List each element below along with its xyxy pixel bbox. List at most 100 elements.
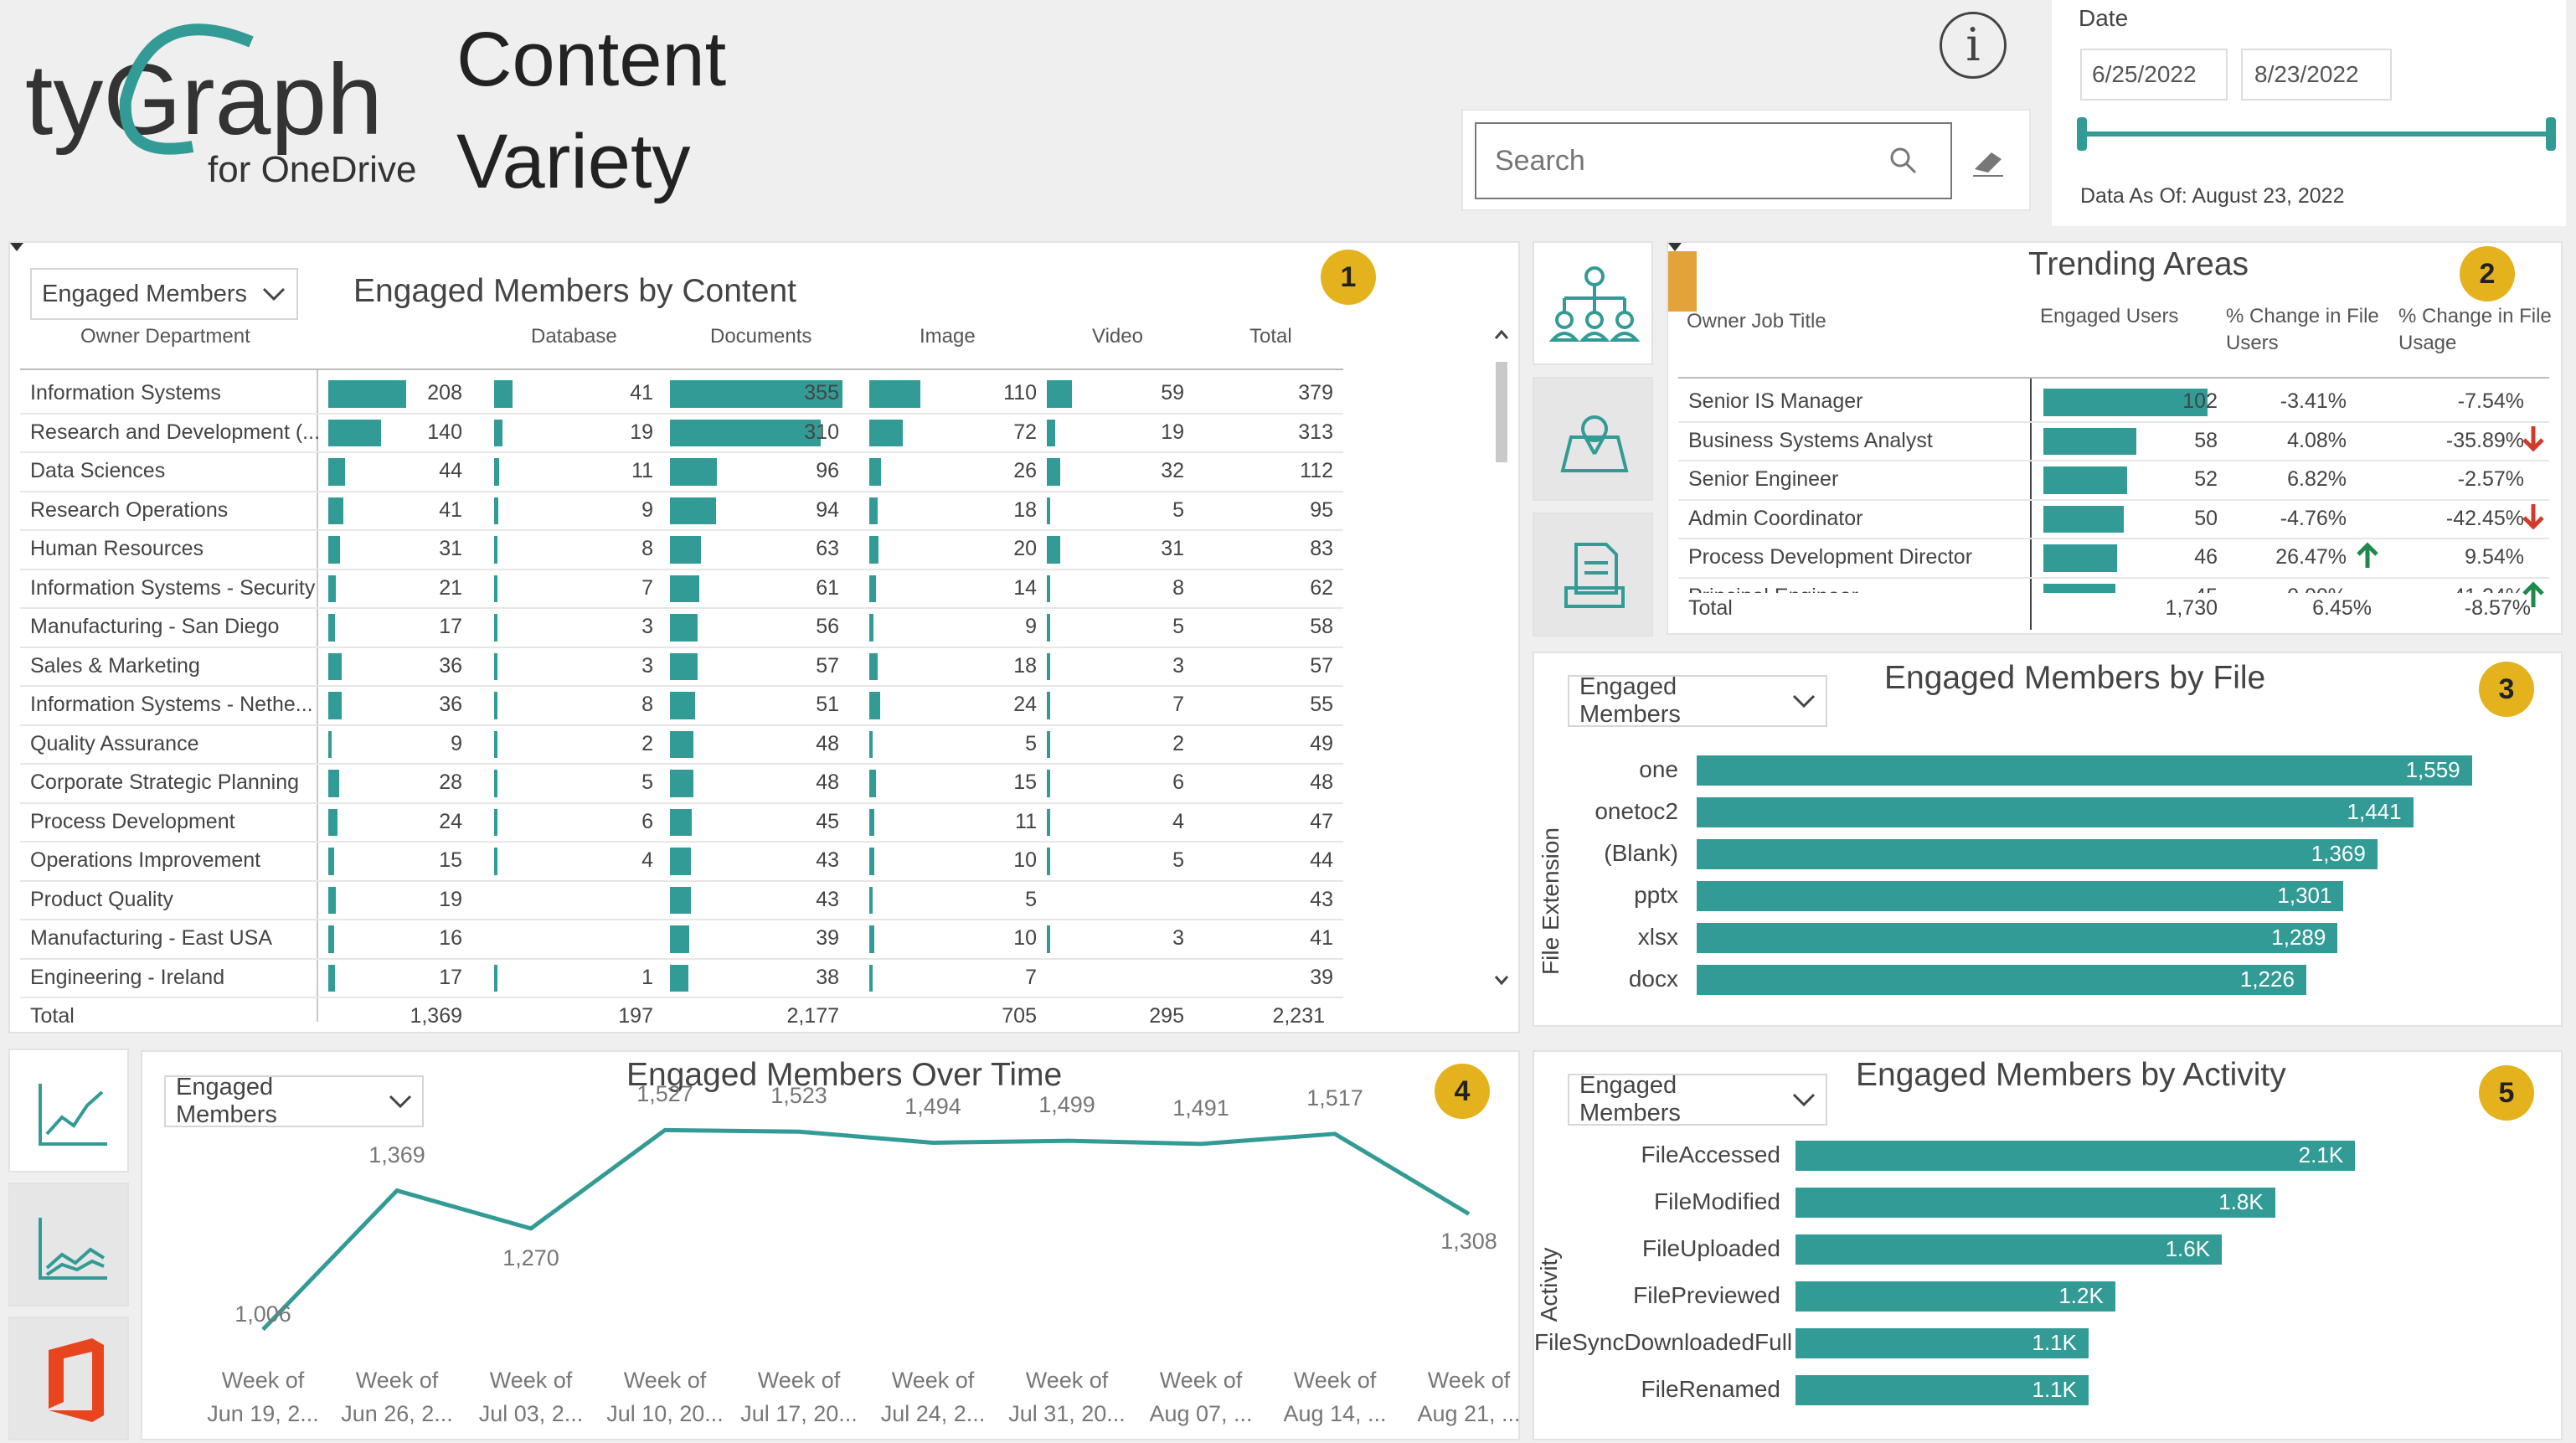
matrix-col-header[interactable]: Owner Department — [80, 325, 250, 348]
matrix-row-label[interactable]: Information Systems — [30, 381, 221, 405]
matrix-cell-value[interactable]: 7 — [641, 575, 653, 600]
matrix-col-header[interactable]: Image — [920, 325, 976, 348]
matrix-bar[interactable] — [494, 808, 497, 836]
matrix-cell-value[interactable]: 28 — [439, 770, 462, 794]
matrix-cell-value[interactable]: 31 — [1161, 537, 1184, 560]
matrix-bar[interactable] — [869, 614, 873, 642]
date-start-field[interactable]: 6/25/2022 — [2080, 49, 2228, 100]
matrix-row-total[interactable]: 41 — [1310, 926, 1333, 950]
line-point-label[interactable]: 1,494 — [904, 1094, 961, 1120]
matrix-cell-value[interactable]: 19 — [630, 420, 653, 444]
matrix-bar[interactable] — [1047, 652, 1050, 680]
matrix-row-label[interactable]: Sales & Marketing — [30, 653, 200, 678]
eraser-icon[interactable] — [1970, 144, 2007, 181]
bar-category-label[interactable]: xlsx — [1637, 924, 1678, 950]
matrix-cell-value[interactable]: 20 — [1013, 537, 1037, 560]
matrix-row-total[interactable]: 49 — [1310, 731, 1333, 755]
trending-file-users[interactable]: -4.76% — [2280, 506, 2347, 530]
trending-file-users[interactable]: -3.41% — [2280, 389, 2347, 413]
matrix-row-label[interactable]: Research and Development (... — [30, 420, 321, 444]
matrix-bar[interactable] — [670, 848, 691, 875]
trending-file-usage[interactable]: -2.57% — [2457, 467, 2524, 491]
matrix-cell-value[interactable]: 38 — [816, 965, 839, 989]
matrix-cell-value[interactable]: 48 — [816, 770, 839, 794]
matrix-cell-value[interactable]: 310 — [804, 420, 839, 444]
search-box[interactable] — [1475, 122, 1952, 199]
matrix-cell-value[interactable]: 41 — [630, 381, 653, 405]
matrix-bar[interactable] — [328, 848, 334, 875]
matrix-bar[interactable] — [328, 380, 407, 408]
matrix-row-total[interactable]: 62 — [1310, 575, 1333, 600]
matrix-cell-value[interactable]: 39 — [816, 926, 839, 950]
matrix-bar[interactable] — [1047, 730, 1050, 758]
matrix-cell-value[interactable]: 3 — [1172, 926, 1184, 950]
matrix-cell-value[interactable]: 61 — [816, 575, 839, 600]
date-slider-handle-start[interactable] — [2077, 117, 2087, 151]
trending-users[interactable]: 102 — [2182, 389, 2218, 413]
info-icon[interactable]: i — [1940, 12, 2007, 79]
matrix-bar[interactable] — [670, 770, 693, 797]
matrix-row-label[interactable]: Information Systems - Security — [30, 575, 316, 600]
matrix-bar[interactable] — [1047, 614, 1050, 642]
matrix-row-total[interactable]: 83 — [1310, 537, 1333, 560]
matrix-cell-value[interactable]: 5 — [1025, 731, 1037, 755]
matrix-cell-value[interactable]: 44 — [439, 459, 462, 482]
matrix-bar[interactable] — [328, 614, 335, 642]
matrix-bar[interactable] — [328, 652, 343, 680]
bar-docx[interactable] — [1697, 965, 2306, 995]
matrix-cell-value[interactable]: 18 — [1013, 653, 1037, 678]
bar-category-label[interactable]: onetoc2 — [1595, 798, 1678, 824]
bar-one[interactable] — [1697, 755, 2472, 786]
matrix-row-total[interactable]: 313 — [1298, 420, 1333, 444]
matrix-bar[interactable] — [869, 692, 881, 719]
matrix-cell-value[interactable]: 17 — [439, 965, 462, 989]
line-point-label[interactable]: 1,523 — [770, 1083, 827, 1109]
matrix-bar[interactable] — [494, 458, 499, 486]
trending-row-label[interactable]: Business Systems Analyst — [1688, 428, 1933, 452]
matrix-bar[interactable] — [670, 692, 695, 719]
matrix-bar[interactable] — [494, 575, 497, 602]
matrix-cell-value[interactable]: 8 — [1172, 575, 1184, 600]
matrix-cell-value[interactable]: 5 — [1172, 615, 1184, 638]
matrix-bar[interactable] — [328, 808, 337, 836]
matrix-cell-value[interactable]: 5 — [1025, 887, 1037, 911]
matrix-bar[interactable] — [670, 536, 701, 564]
matrix-cell-value[interactable]: 5 — [1172, 848, 1184, 872]
matrix-bar[interactable] — [670, 458, 717, 486]
matrix-bar[interactable] — [1047, 419, 1055, 446]
search-icon[interactable] — [1888, 146, 1919, 176]
matrix-bar[interactable] — [328, 730, 332, 758]
matrix-cell-value[interactable]: 21 — [439, 575, 462, 600]
matrix-bar[interactable] — [670, 380, 843, 408]
file-measure-dropdown[interactable]: Engaged Members — [1568, 673, 1827, 728]
matrix-cell-value[interactable]: 4 — [1172, 809, 1184, 833]
matrix-cell-value[interactable]: 56 — [816, 615, 839, 638]
matrix-bar[interactable] — [328, 575, 337, 602]
matrix-bar[interactable] — [869, 575, 876, 602]
trending-col-header[interactable]: % Change in File Usage — [2398, 305, 2552, 354]
bar-category-label[interactable]: FileModified — [1654, 1188, 1780, 1214]
scroll-thumb[interactable] — [1496, 362, 1507, 462]
trending-users[interactable]: 50 — [2194, 506, 2218, 530]
matrix-cell-value[interactable]: 15 — [1013, 770, 1037, 794]
bar-category-label[interactable]: one — [1639, 756, 1678, 782]
matrix-cell-value[interactable]: 26 — [1013, 459, 1037, 482]
trending-file-users[interactable]: 26.47% — [2275, 545, 2347, 569]
matrix-cell-value[interactable]: 57 — [816, 653, 839, 678]
matrix-bar[interactable] — [328, 419, 381, 446]
trending-bar[interactable] — [2043, 466, 2127, 494]
matrix-bar[interactable] — [328, 497, 344, 524]
trending-file-usage[interactable]: -42.45% — [2445, 506, 2524, 530]
matrix-bar[interactable] — [494, 419, 503, 446]
matrix-cell-value[interactable]: 1 — [641, 965, 653, 989]
matrix-col-header[interactable]: Video — [1092, 325, 1143, 348]
matrix-cell-value[interactable]: 36 — [439, 693, 462, 716]
matrix-bar[interactable] — [328, 458, 345, 486]
matrix-bar[interactable] — [328, 964, 335, 992]
matrix-cell-value[interactable]: 32 — [1161, 459, 1184, 482]
matrix-bar[interactable] — [328, 692, 343, 719]
matrix-cell-value[interactable]: 5 — [641, 770, 653, 794]
date-slider-track[interactable] — [2082, 131, 2551, 137]
trending-bar[interactable] — [2043, 505, 2125, 533]
matrix-row-label[interactable]: Operations Improvement — [30, 848, 261, 872]
